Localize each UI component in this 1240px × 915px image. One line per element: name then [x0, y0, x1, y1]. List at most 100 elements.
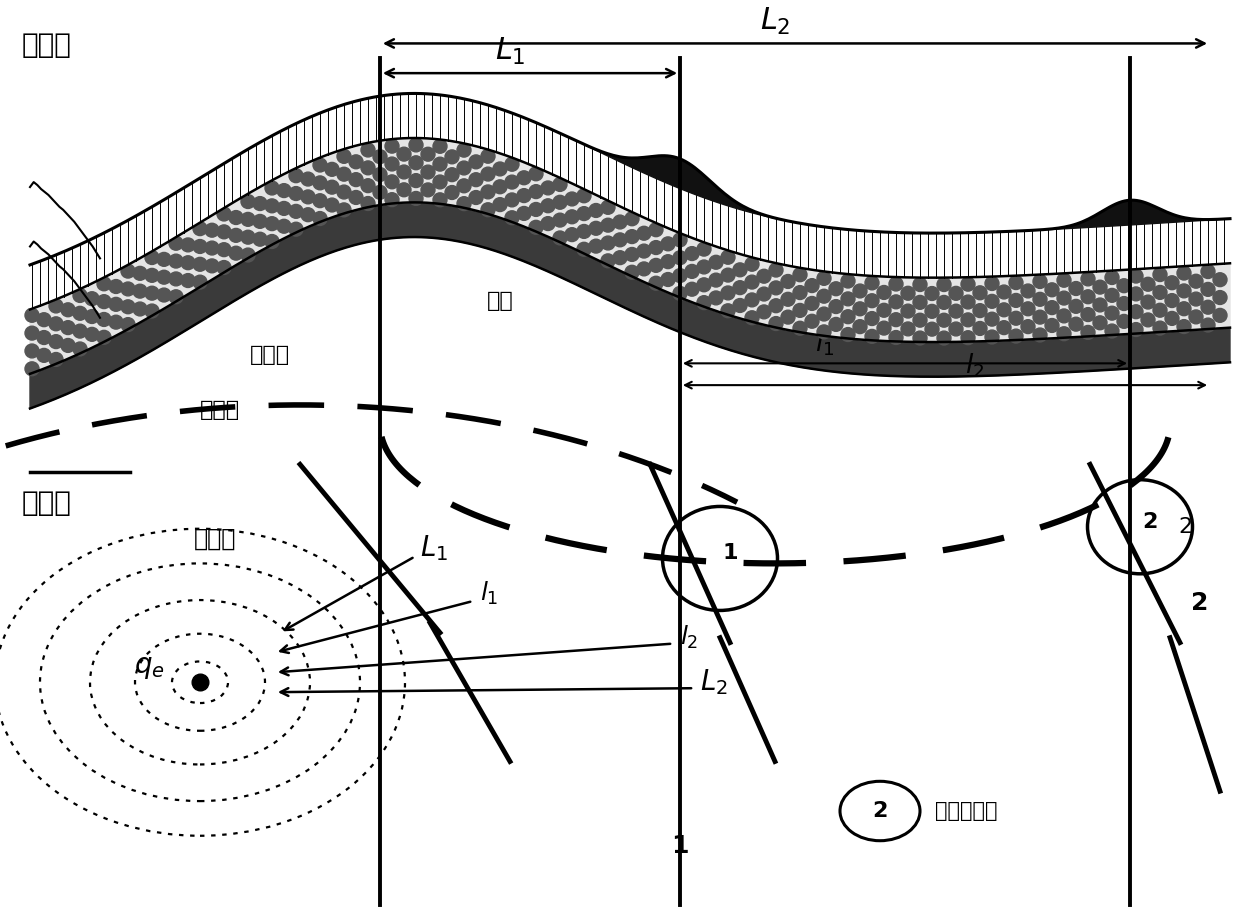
Text: 2: 2: [1142, 511, 1158, 532]
Circle shape: [866, 276, 879, 290]
Circle shape: [325, 163, 339, 177]
Circle shape: [61, 303, 74, 317]
Circle shape: [901, 304, 915, 318]
Circle shape: [756, 287, 771, 301]
Circle shape: [312, 176, 327, 189]
Circle shape: [217, 207, 231, 221]
Circle shape: [794, 268, 807, 282]
Circle shape: [145, 286, 159, 300]
Circle shape: [325, 198, 339, 212]
Circle shape: [301, 172, 315, 186]
Circle shape: [133, 285, 148, 298]
Circle shape: [241, 231, 255, 244]
Circle shape: [577, 188, 591, 203]
Circle shape: [37, 313, 51, 327]
Circle shape: [348, 173, 363, 187]
Circle shape: [193, 275, 207, 289]
Circle shape: [529, 202, 543, 216]
Circle shape: [961, 330, 975, 345]
Circle shape: [109, 297, 123, 311]
Circle shape: [889, 330, 903, 344]
Circle shape: [481, 185, 495, 199]
Circle shape: [373, 167, 387, 181]
Circle shape: [1202, 283, 1215, 296]
Circle shape: [697, 260, 711, 274]
Text: 平面图: 平面图: [22, 490, 72, 517]
Circle shape: [913, 331, 928, 345]
Circle shape: [673, 286, 687, 300]
Circle shape: [733, 263, 746, 276]
Circle shape: [720, 304, 735, 318]
Circle shape: [817, 307, 831, 321]
Circle shape: [649, 222, 663, 237]
Circle shape: [684, 283, 699, 296]
Circle shape: [1056, 327, 1071, 340]
Circle shape: [1092, 298, 1107, 312]
Text: 2: 2: [872, 801, 888, 821]
Circle shape: [565, 228, 579, 242]
Circle shape: [649, 241, 663, 254]
Circle shape: [697, 278, 711, 292]
Circle shape: [781, 274, 795, 288]
Circle shape: [1105, 307, 1118, 320]
Circle shape: [720, 286, 735, 300]
Circle shape: [458, 197, 471, 210]
Circle shape: [756, 269, 771, 283]
Circle shape: [1021, 284, 1035, 298]
Circle shape: [961, 295, 975, 309]
Circle shape: [1056, 309, 1071, 323]
Circle shape: [409, 156, 423, 169]
Circle shape: [97, 330, 112, 344]
Circle shape: [61, 339, 74, 352]
Circle shape: [830, 282, 843, 296]
Text: $q_e$: $q_e$: [134, 653, 165, 682]
Circle shape: [348, 190, 363, 204]
Circle shape: [517, 207, 531, 221]
Circle shape: [289, 222, 303, 236]
Circle shape: [1069, 299, 1083, 313]
Circle shape: [553, 231, 567, 245]
Circle shape: [913, 277, 928, 292]
Circle shape: [997, 303, 1011, 317]
Circle shape: [50, 299, 63, 313]
Circle shape: [422, 147, 435, 161]
Circle shape: [122, 282, 135, 296]
Circle shape: [925, 322, 939, 336]
Circle shape: [169, 290, 184, 304]
Circle shape: [397, 147, 410, 161]
Circle shape: [229, 210, 243, 224]
Circle shape: [97, 277, 112, 291]
Circle shape: [1141, 277, 1154, 291]
Circle shape: [853, 319, 867, 334]
Text: 储集层: 储集层: [250, 346, 290, 365]
Circle shape: [613, 215, 627, 229]
Text: $L_2$: $L_2$: [701, 667, 728, 697]
Circle shape: [841, 310, 856, 324]
Circle shape: [241, 212, 255, 226]
Circle shape: [901, 322, 915, 336]
Circle shape: [157, 288, 171, 302]
Circle shape: [517, 188, 531, 202]
Circle shape: [794, 321, 807, 335]
Circle shape: [265, 181, 279, 195]
Circle shape: [961, 277, 975, 291]
Circle shape: [889, 313, 903, 327]
Circle shape: [985, 330, 999, 344]
Text: $L_2$: $L_2$: [760, 6, 790, 38]
Circle shape: [1045, 318, 1059, 332]
Circle shape: [985, 276, 999, 290]
Circle shape: [949, 322, 963, 336]
Circle shape: [1153, 268, 1167, 282]
Circle shape: [1128, 287, 1143, 301]
Circle shape: [830, 318, 843, 331]
Circle shape: [925, 305, 939, 318]
Circle shape: [720, 268, 735, 282]
Circle shape: [1141, 296, 1154, 309]
Circle shape: [1033, 310, 1047, 324]
Circle shape: [601, 219, 615, 232]
Circle shape: [697, 296, 711, 309]
Circle shape: [1009, 275, 1023, 289]
Circle shape: [505, 157, 520, 171]
Circle shape: [937, 277, 951, 292]
Polygon shape: [30, 93, 1230, 309]
